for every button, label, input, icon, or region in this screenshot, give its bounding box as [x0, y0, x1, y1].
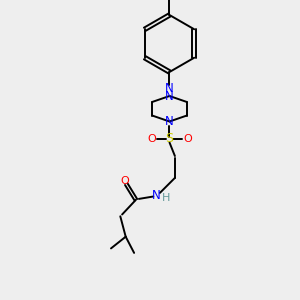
Text: O: O — [183, 134, 192, 144]
Text: S: S — [166, 132, 173, 146]
Text: N: N — [165, 82, 174, 95]
Text: H: H — [162, 193, 170, 203]
Text: O: O — [120, 176, 129, 186]
Text: N: N — [165, 115, 174, 128]
Text: N: N — [165, 89, 174, 103]
Text: N: N — [152, 189, 160, 202]
Text: O: O — [147, 134, 156, 144]
